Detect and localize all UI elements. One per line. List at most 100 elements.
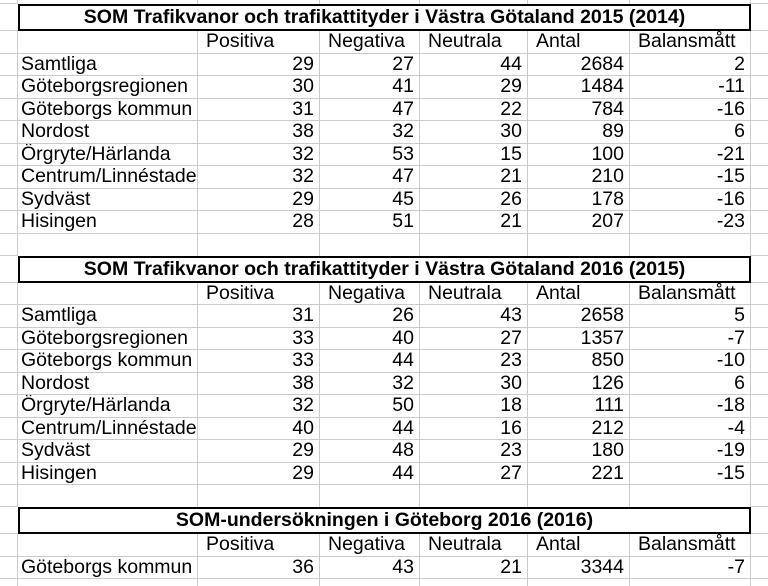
cell-positiva[interactable]: 30 <box>198 76 320 99</box>
cell-antal[interactable]: 2658 <box>528 305 630 328</box>
cell-negativa[interactable]: 43 <box>320 556 420 579</box>
cell-balansmatt[interactable]: -18 <box>630 395 751 418</box>
cell-neutrala[interactable]: 27 <box>420 327 528 350</box>
header-antal[interactable]: Antal <box>528 534 630 557</box>
cell-balansmatt[interactable]: -15 <box>630 462 751 485</box>
cell-positiva[interactable]: 32 <box>198 395 320 418</box>
region-header-cell[interactable] <box>18 282 198 305</box>
cell-negativa[interactable]: 26 <box>320 305 420 328</box>
table-2-title[interactable]: SOM Trafikvanor och trafikattityder i Vä… <box>18 255 751 283</box>
cell-positiva[interactable]: 40 <box>198 417 320 440</box>
header-neutrala[interactable]: Neutrala <box>420 31 528 54</box>
cell-balansmatt[interactable]: -7 <box>630 556 751 579</box>
cell-positiva[interactable]: 31 <box>198 305 320 328</box>
cell-neutrala[interactable]: 26 <box>420 188 528 211</box>
cell-negativa[interactable]: 51 <box>320 211 420 234</box>
row-label[interactable]: Örgryte/Härlanda <box>18 143 198 166</box>
cell-negativa[interactable]: 27 <box>320 53 420 76</box>
cell-balansmatt[interactable]: 6 <box>630 372 751 395</box>
cell-antal[interactable]: 180 <box>528 440 630 463</box>
header-balansmatt[interactable]: Balansmått <box>630 282 751 305</box>
cell-positiva[interactable]: 33 <box>198 327 320 350</box>
row-label[interactable]: Centrum/Linnéstaden <box>18 166 198 189</box>
header-negativa[interactable]: Negativa <box>320 534 420 557</box>
cell-antal[interactable]: 1357 <box>528 327 630 350</box>
cell-balansmatt[interactable]: 5 <box>630 305 751 328</box>
cell-balansmatt[interactable]: 6 <box>630 121 751 144</box>
cell-neutrala[interactable]: 43 <box>420 305 528 328</box>
cell-antal[interactable]: 111 <box>528 395 630 418</box>
header-neutrala[interactable]: Neutrala <box>420 282 528 305</box>
region-header-cell[interactable] <box>18 534 198 557</box>
header-balansmatt[interactable]: Balansmått <box>630 31 751 54</box>
region-header-cell[interactable] <box>18 31 198 54</box>
cell-positiva[interactable]: 33 <box>198 350 320 373</box>
cell-negativa[interactable]: 32 <box>320 121 420 144</box>
cell-balansmatt[interactable]: 2 <box>630 53 751 76</box>
cell-balansmatt[interactable]: -19 <box>630 440 751 463</box>
cell-positiva[interactable]: 31 <box>198 98 320 121</box>
row-label[interactable]: Örgryte/Härlanda <box>18 395 198 418</box>
cell-neutrala[interactable]: 44 <box>420 53 528 76</box>
cell-negativa[interactable]: 32 <box>320 372 420 395</box>
cell-balansmatt[interactable]: -16 <box>630 98 751 121</box>
cell-neutrala[interactable]: 21 <box>420 166 528 189</box>
cell-balansmatt[interactable]: -7 <box>630 327 751 350</box>
cell-neutrala[interactable]: 15 <box>420 143 528 166</box>
cell-neutrala[interactable]: 22 <box>420 98 528 121</box>
row-label[interactable]: Nordost <box>18 121 198 144</box>
cell-positiva[interactable]: 38 <box>198 121 320 144</box>
cell-balansmatt[interactable]: -10 <box>630 350 751 373</box>
header-positiva[interactable]: Positiva <box>198 282 320 305</box>
cell-negativa[interactable]: 45 <box>320 188 420 211</box>
cell-antal[interactable]: 207 <box>528 211 630 234</box>
cell-antal[interactable]: 100 <box>528 143 630 166</box>
cell-positiva[interactable]: 38 <box>198 372 320 395</box>
cell-antal[interactable]: 1484 <box>528 76 630 99</box>
cell-negativa[interactable]: 44 <box>320 417 420 440</box>
cell-antal[interactable]: 3344 <box>528 556 630 579</box>
cell-positiva[interactable]: 28 <box>198 211 320 234</box>
row-label[interactable]: Nordost <box>18 372 198 395</box>
cell-antal[interactable]: 126 <box>528 372 630 395</box>
cell-positiva[interactable]: 32 <box>198 143 320 166</box>
cell-neutrala[interactable]: 16 <box>420 417 528 440</box>
row-label[interactable]: Samtliga <box>18 53 198 76</box>
header-antal[interactable]: Antal <box>528 31 630 54</box>
header-positiva[interactable]: Positiva <box>198 31 320 54</box>
row-label[interactable]: Göteborgsregionen <box>18 76 198 99</box>
cell-negativa[interactable]: 44 <box>320 462 420 485</box>
cell-balansmatt[interactable]: -15 <box>630 166 751 189</box>
row-label[interactable]: Sydväst <box>18 440 198 463</box>
cell-antal[interactable]: 2684 <box>528 53 630 76</box>
row-label[interactable]: Göteborgsregionen <box>18 327 198 350</box>
cell-positiva[interactable]: 29 <box>198 53 320 76</box>
cell-neutrala[interactable]: 21 <box>420 556 528 579</box>
cell-negativa[interactable]: 47 <box>320 98 420 121</box>
cell-negativa[interactable]: 50 <box>320 395 420 418</box>
cell-positiva[interactable]: 29 <box>198 188 320 211</box>
cell-balansmatt[interactable]: -11 <box>630 76 751 99</box>
row-label[interactable]: Göteborgs kommun <box>18 350 198 373</box>
cell-positiva[interactable]: 36 <box>198 556 320 579</box>
cell-neutrala[interactable]: 30 <box>420 121 528 144</box>
cell-neutrala[interactable]: 30 <box>420 372 528 395</box>
cell-negativa[interactable]: 48 <box>320 440 420 463</box>
cell-positiva[interactable]: 29 <box>198 462 320 485</box>
header-balansmatt[interactable]: Balansmått <box>630 534 751 557</box>
table-3-title[interactable]: SOM-undersökningen i Göteborg 2016 (2016… <box>18 507 751 534</box>
cell-antal[interactable]: 210 <box>528 166 630 189</box>
cell-neutrala[interactable]: 18 <box>420 395 528 418</box>
row-label[interactable]: Hisingen <box>18 211 198 234</box>
cell-neutrala[interactable]: 27 <box>420 462 528 485</box>
header-negativa[interactable]: Negativa <box>320 31 420 54</box>
cell-balansmatt[interactable]: -21 <box>630 143 751 166</box>
cell-antal[interactable]: 89 <box>528 121 630 144</box>
cell-antal[interactable]: 221 <box>528 462 630 485</box>
header-antal[interactable]: Antal <box>528 282 630 305</box>
table-1-title[interactable]: SOM Trafikvanor och trafikattityder i Vä… <box>18 4 751 31</box>
cell-negativa[interactable]: 47 <box>320 166 420 189</box>
cell-neutrala[interactable]: 29 <box>420 76 528 99</box>
cell-positiva[interactable]: 32 <box>198 166 320 189</box>
cell-balansmatt[interactable]: -23 <box>630 211 751 234</box>
